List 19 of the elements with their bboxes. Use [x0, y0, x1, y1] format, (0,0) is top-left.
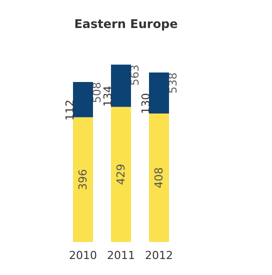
total-label: 508 [90, 82, 104, 103]
data-label: 396 [76, 169, 90, 190]
bar [73, 117, 93, 242]
bar [73, 82, 93, 118]
data-label: 134 [102, 86, 114, 107]
total-label: 538 [166, 72, 180, 94]
x-tick-label: 2011 [107, 249, 135, 262]
data-label: 429 [114, 164, 128, 185]
x-tick-label: 2012 [145, 249, 173, 262]
bar [111, 106, 131, 242]
data-label: 130 [140, 93, 152, 114]
bar [149, 113, 169, 242]
data-label: 112 [64, 100, 76, 121]
bar [149, 72, 169, 114]
chart-title: Eastern Europe [74, 17, 178, 31]
data-label: 408 [152, 167, 166, 188]
total-label: 563 [128, 64, 142, 86]
x-tick-label: 2010 [69, 249, 97, 262]
bar [111, 64, 131, 107]
